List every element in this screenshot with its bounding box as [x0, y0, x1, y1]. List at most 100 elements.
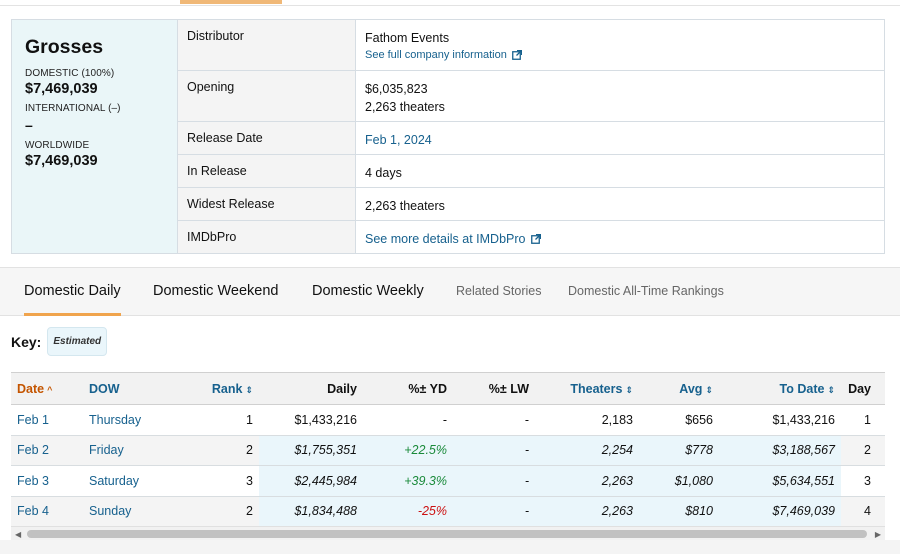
info-row-in-release: In Release 4 days	[178, 155, 884, 188]
row-to-date: $5,634,551	[719, 465, 841, 497]
widest-release-label: Widest Release	[178, 188, 356, 220]
tab-domestic-daily[interactable]: Domestic Daily	[24, 268, 121, 316]
tab-domestic-weekly[interactable]: Domestic Weekly	[312, 283, 424, 299]
distributor-cell: Fathom Events See full company informati…	[356, 20, 884, 70]
header-daily: Daily	[259, 372, 363, 405]
horizontal-scrollbar[interactable]: ◀ ▶	[11, 526, 885, 540]
tab-domestic-weekend[interactable]: Domestic Weekend	[153, 283, 279, 299]
header-avg-label: Avg	[679, 381, 703, 396]
row-daily: $1,433,216	[259, 404, 363, 436]
row-pct-lw: -	[453, 435, 535, 466]
header-to-date[interactable]: To Date ⇕	[719, 372, 841, 405]
row-to-date: $1,433,216	[719, 404, 841, 436]
header-rank[interactable]: Rank ⇕	[193, 372, 259, 405]
row-to-date: $7,469,039	[719, 496, 841, 527]
row-dow-link[interactable]: Sunday	[83, 496, 193, 527]
distributor-label: Distributor	[178, 20, 356, 70]
imdbpro-cell: See more details at IMDbPro	[356, 221, 884, 253]
header-date-label: Date	[17, 381, 45, 396]
top-divider	[0, 0, 900, 6]
tab-all-time-rankings[interactable]: Domestic All-Time Rankings	[568, 284, 724, 298]
top-tab-indicator	[180, 0, 282, 4]
row-date-link[interactable]: Feb 3	[11, 465, 83, 497]
page-bottom-band	[0, 540, 900, 554]
row-day: 3	[841, 465, 885, 497]
summary-panel: Grosses DOMESTIC (100%) $7,469,039 INTER…	[11, 19, 885, 254]
table-row: Feb 4 Sunday 2 $1,834,488 -25% - 2,263 $…	[11, 496, 885, 527]
row-pct-yd: -	[363, 404, 453, 436]
company-info-link[interactable]: See full company information	[365, 46, 522, 64]
row-theaters: 2,263	[535, 465, 639, 497]
international-label: INTERNATIONAL (–)	[25, 103, 121, 114]
grosses-panel: Grosses DOMESTIC (100%) $7,469,039 INTER…	[12, 20, 178, 253]
sort-ascending-icon: ^	[47, 384, 53, 395]
sort-toggle-icon: ⇕	[827, 384, 835, 395]
row-rank: 2	[193, 435, 259, 466]
scroll-left-icon[interactable]: ◀	[15, 530, 22, 539]
estimated-badge: Estimated	[47, 327, 108, 356]
tab-related-stories[interactable]: Related Stories	[456, 284, 542, 298]
sort-toggle-icon: ⇕	[245, 384, 253, 395]
info-row-release-date: Release Date Feb 1, 2024	[178, 122, 884, 155]
row-avg: $778	[639, 435, 719, 466]
header-dow: DOW	[83, 372, 193, 405]
header-pct-yd: %± YD	[363, 372, 453, 405]
chart-tab-bar: Domestic Daily Domestic Weekend Domestic…	[0, 267, 900, 316]
imdbpro-link-label: See more details at IMDbPro	[365, 232, 526, 246]
company-info-link-label: See full company information	[365, 49, 507, 61]
header-day: Day	[841, 372, 885, 405]
release-date-link[interactable]: Feb 1, 2024	[365, 133, 432, 147]
row-rank: 2	[193, 496, 259, 527]
header-theaters-label: Theaters	[570, 381, 623, 396]
row-dow-link[interactable]: Saturday	[83, 465, 193, 497]
scroll-right-icon[interactable]: ▶	[874, 530, 881, 539]
opening-label: Opening	[178, 71, 356, 121]
worldwide-value: $7,469,039	[25, 153, 98, 169]
row-avg: $810	[639, 496, 719, 527]
legend-key: Key: Estimated	[11, 327, 108, 356]
grosses-title: Grosses	[25, 36, 104, 58]
info-row-opening: Opening $6,035,823 2,263 theaters	[178, 71, 884, 122]
table-row: Feb 1 Thursday 1 $1,433,216 - - 2,183 $6…	[11, 404, 885, 436]
domestic-label: DOMESTIC (100%)	[25, 68, 115, 79]
release-date-cell: Feb 1, 2024	[356, 122, 884, 154]
sort-toggle-icon: ⇕	[625, 384, 633, 395]
sort-toggle-icon: ⇕	[705, 384, 713, 395]
row-rank: 3	[193, 465, 259, 497]
imdbpro-label: IMDbPro	[178, 221, 356, 253]
row-pct-lw: -	[453, 465, 535, 497]
international-value: –	[25, 117, 33, 133]
row-rank: 1	[193, 404, 259, 436]
release-date-label: Release Date	[178, 122, 356, 154]
imdbpro-link[interactable]: See more details at IMDbPro	[365, 232, 541, 246]
in-release-value: 4 days	[365, 166, 402, 180]
external-link-icon	[531, 234, 541, 244]
row-day: 2	[841, 435, 885, 466]
worldwide-label: WORLDWIDE	[25, 140, 90, 151]
row-pct-yd: +22.5%	[363, 435, 453, 466]
header-avg[interactable]: Avg ⇕	[639, 372, 719, 405]
key-label: Key:	[11, 333, 42, 350]
row-avg: $656	[639, 404, 719, 436]
row-day: 4	[841, 496, 885, 527]
row-date-link[interactable]: Feb 2	[11, 435, 83, 466]
header-theaters[interactable]: Theaters ⇕	[535, 372, 639, 405]
distributor-value: Fathom Events	[365, 31, 450, 45]
header-date[interactable]: Date ^	[11, 372, 83, 405]
row-dow-link[interactable]: Thursday	[83, 404, 193, 436]
scrollbar-thumb[interactable]	[27, 530, 867, 538]
row-date-link[interactable]: Feb 4	[11, 496, 83, 527]
row-avg: $1,080	[639, 465, 719, 497]
table-row: Feb 2 Friday 2 $1,755,351 +22.5% - 2,254…	[11, 435, 885, 466]
info-row-widest-release: Widest Release 2,263 theaters	[178, 188, 884, 221]
row-day: 1	[841, 404, 885, 436]
row-date-link[interactable]: Feb 1	[11, 404, 83, 436]
row-dow-link[interactable]: Friday	[83, 435, 193, 466]
table-header-row: Date ^ DOW Rank ⇕ Daily %± YD %± LW Theate…	[11, 372, 885, 405]
row-theaters: 2,183	[535, 404, 639, 436]
release-info-table: Distributor Fathom Events See full compa…	[178, 20, 884, 253]
row-pct-lw: -	[453, 404, 535, 436]
daily-box-office-table: Date ^ DOW Rank ⇕ Daily %± YD %± LW Theate…	[11, 372, 885, 527]
info-row-imdbpro: IMDbPro See more details at IMDbPro	[178, 221, 884, 253]
table-row: Feb 3 Saturday 3 $2,445,984 +39.3% - 2,2…	[11, 465, 885, 497]
